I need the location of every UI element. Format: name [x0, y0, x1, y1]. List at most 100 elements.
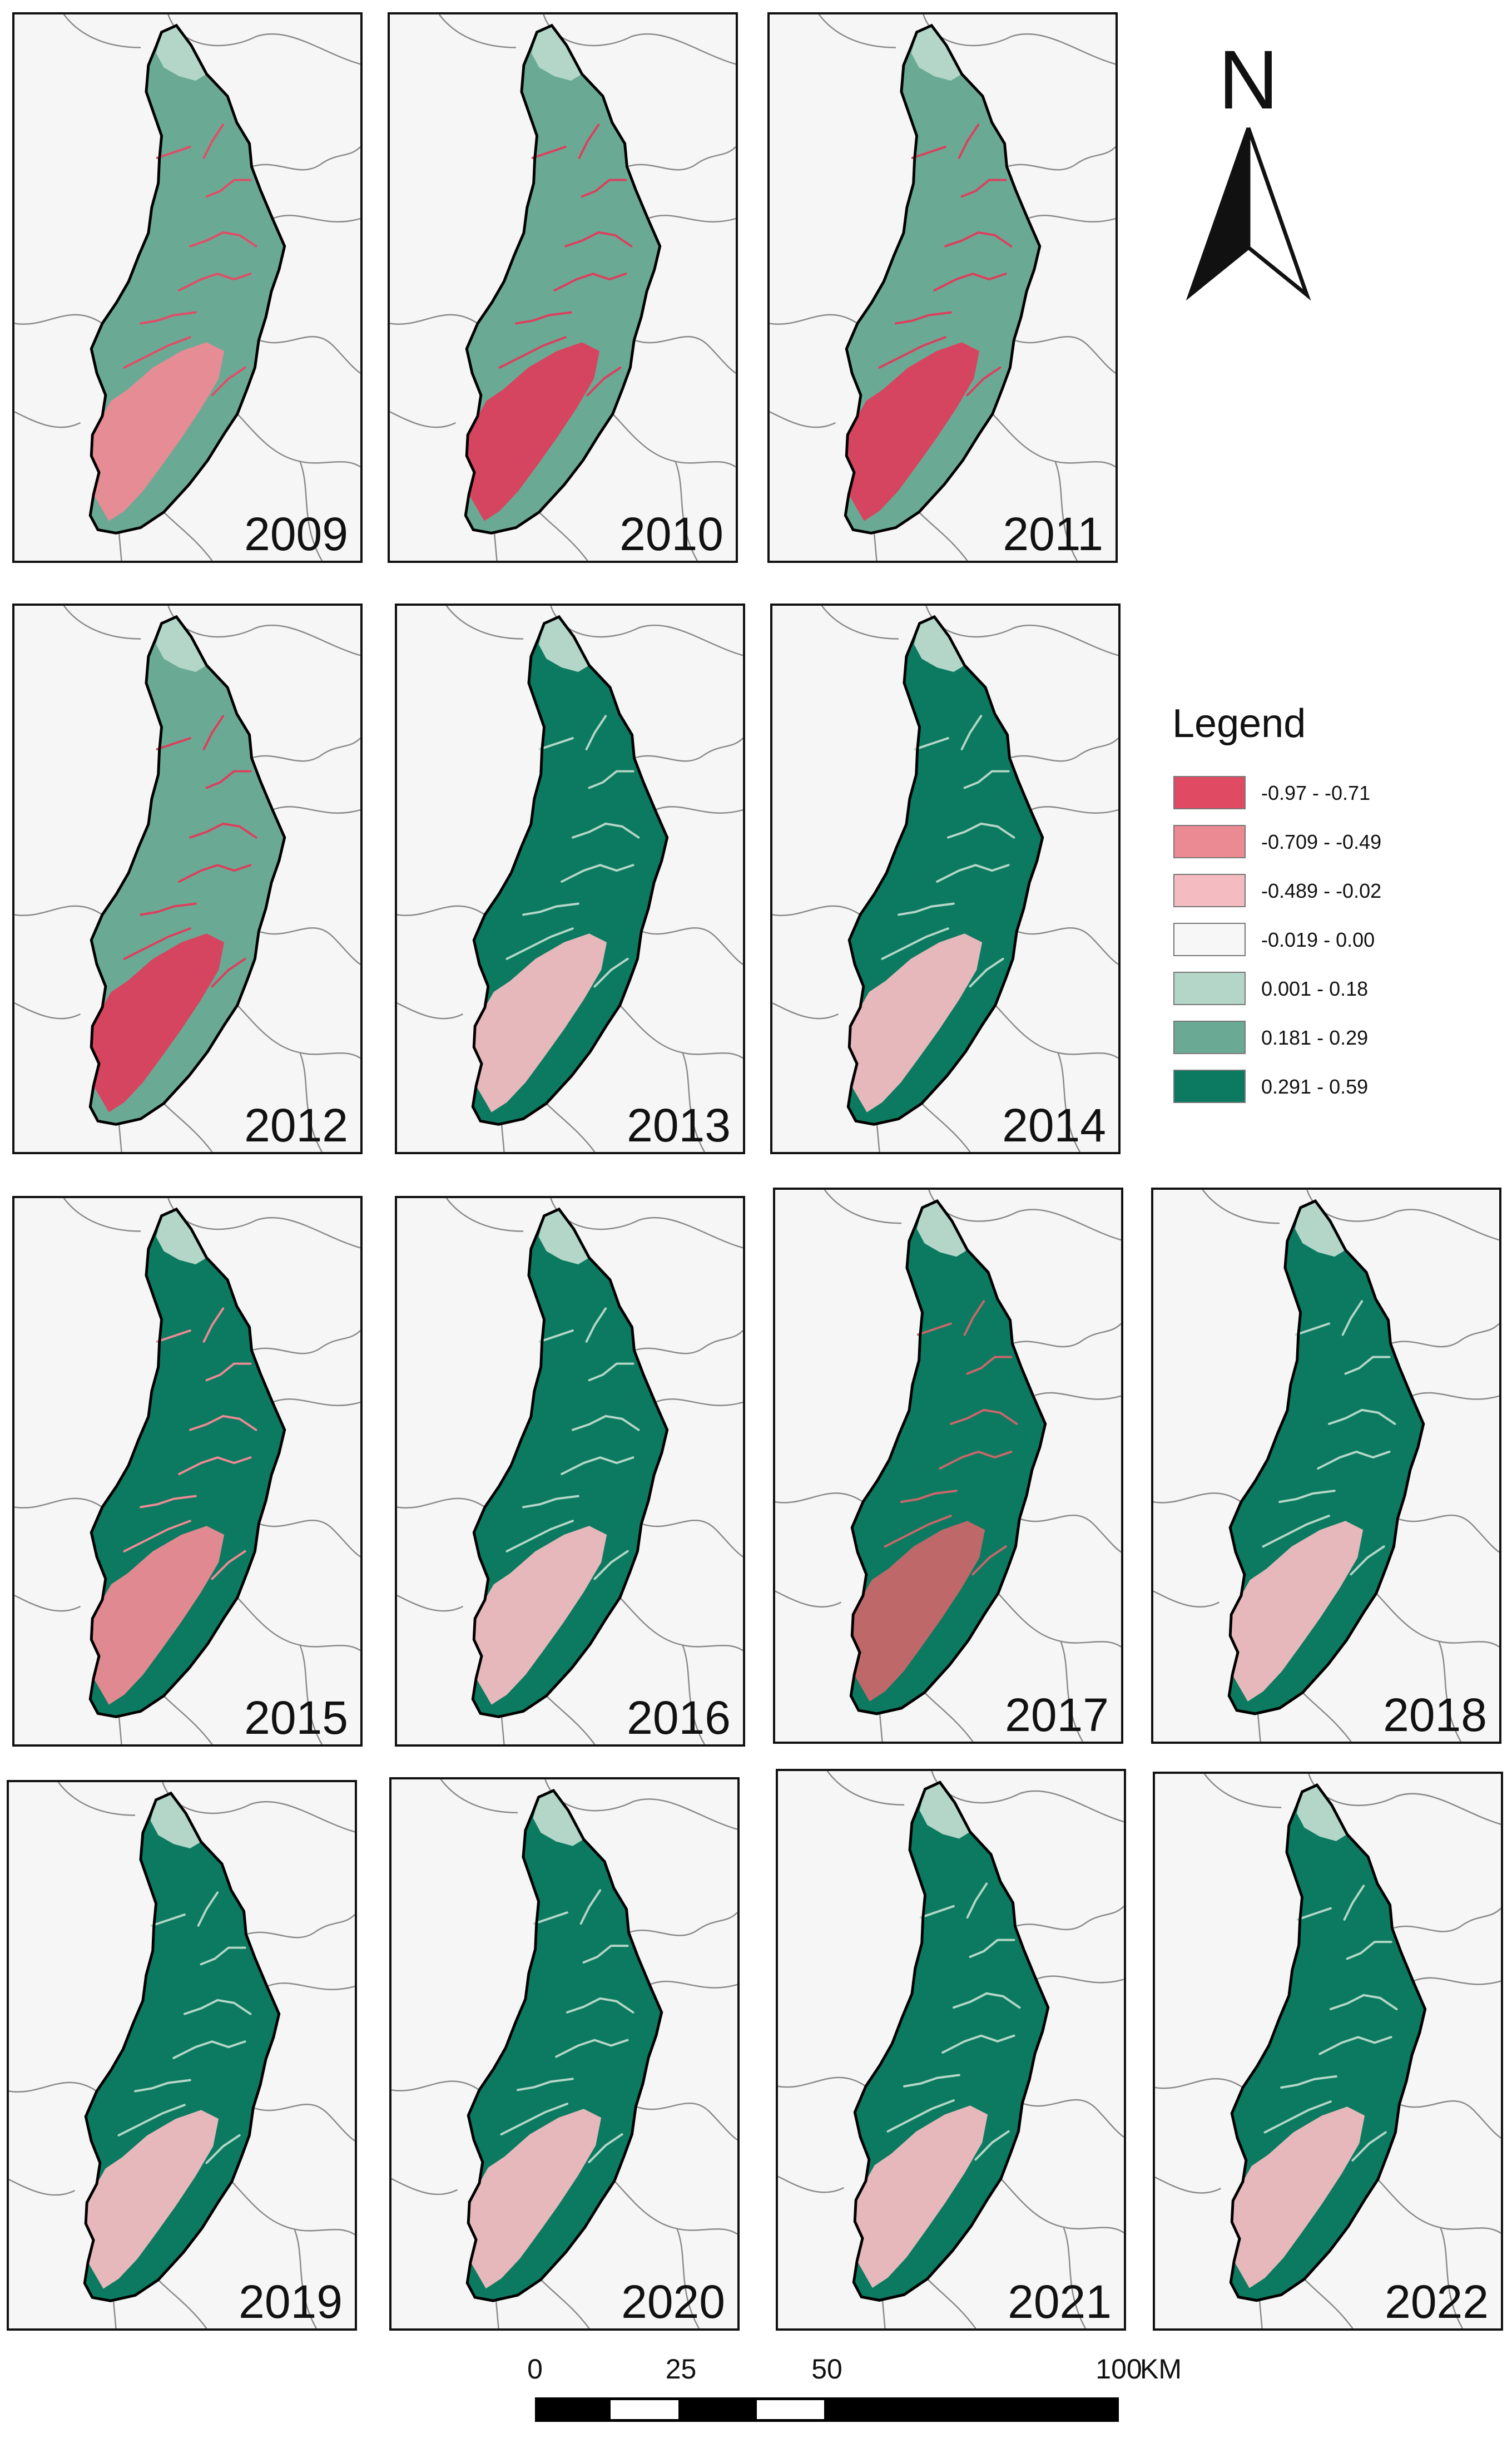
drainage-line [916, 1322, 952, 1336]
admin-boundary [440, 1779, 518, 1814]
northern-tip [150, 1793, 201, 1849]
admin-boundary [251, 146, 360, 171]
admin-boundary [445, 606, 524, 640]
southern-basin [468, 2109, 602, 2289]
admin-boundary [14, 1497, 103, 1509]
year-label: 2022 [1385, 2276, 1489, 2328]
southern-basin [467, 342, 600, 521]
admin-boundary [391, 2080, 480, 2091]
map-panel-2011: 2011 [767, 12, 1118, 563]
admin-boundary [1060, 1641, 1083, 1742]
admin-boundary [157, 2279, 207, 2328]
admin-boundary [390, 314, 478, 325]
drainage-line [178, 1456, 252, 1475]
drainage-line [936, 864, 1010, 883]
drainage-line [517, 2078, 574, 2091]
drainage-line [571, 1415, 640, 1431]
legend-item: -0.489 - -0.02 [1173, 874, 1463, 907]
admin-boundary [9, 2179, 76, 2196]
map-panel-2010: 2010 [388, 12, 738, 563]
admin-boundary [918, 511, 968, 561]
admin-boundary [1203, 1774, 1282, 1808]
map-panel-2013: 2013 [395, 604, 745, 1154]
admin-boundary [1012, 1323, 1121, 1348]
study-area-outline [88, 23, 286, 535]
study-area-outline [465, 1788, 663, 2302]
drainage-line [1262, 1515, 1330, 1548]
admin-boundary [14, 1002, 81, 1020]
legend-label: 0.001 - 0.18 [1261, 977, 1369, 1000]
drainage-line [588, 1362, 634, 1382]
admin-boundary [1016, 927, 1118, 965]
drainage-line [582, 1945, 629, 1964]
drainage-line [202, 1307, 225, 1343]
admin-boundary [258, 1520, 360, 1557]
drainage-line [588, 770, 634, 789]
drainage-line [898, 902, 955, 916]
drainage-line [586, 366, 622, 397]
drainage-line [886, 2099, 955, 2133]
drainage-line [960, 715, 983, 750]
admin-boundary [236, 1005, 360, 1059]
admin-boundary [63, 606, 141, 640]
drainage-line [211, 1550, 246, 1580]
drainage-line [966, 1882, 988, 1919]
admin-boundary [633, 336, 736, 374]
north-label: N [1218, 33, 1278, 126]
drainage-line [538, 737, 574, 750]
map-panel-2022: 2022 [1153, 1772, 1503, 2331]
admin-boundary [397, 905, 485, 916]
admin-boundary [294, 2228, 317, 2328]
ndvi-map-2010 [390, 14, 736, 561]
study-area-outline [471, 1207, 669, 1718]
admin-boundary [1155, 2078, 1243, 2089]
study-area-outline [849, 1199, 1047, 1715]
admin-boundary [628, 1912, 737, 1936]
admin-boundary [675, 461, 698, 561]
admin-boundary [163, 1102, 213, 1152]
legend-item: 0.001 - 0.18 [1173, 972, 1463, 1005]
admin-boundary [1030, 806, 1118, 814]
southern-basin [91, 1526, 225, 1705]
drainage-line [178, 864, 252, 883]
southern-basin [86, 2110, 219, 2289]
admin-boundary [641, 927, 743, 965]
drainage-line [498, 336, 567, 369]
drainage-line [966, 366, 1002, 397]
legend-label: -0.489 - -0.02 [1261, 879, 1382, 902]
drainage-line [919, 1905, 955, 1919]
drainage-line [205, 2134, 241, 2164]
map-panel-2021: 2021 [776, 1769, 1126, 2331]
ndvi-map-2018 [1153, 1190, 1499, 1742]
northern-tip [156, 25, 207, 81]
admin-boundary [778, 2175, 845, 2193]
drainage-line [134, 2079, 191, 2093]
admin-boundary [992, 413, 1116, 468]
year-label: 2019 [239, 2276, 343, 2328]
drainage-line [946, 822, 1015, 839]
admin-boundary [397, 1497, 485, 1509]
southern-basin [852, 1521, 985, 1702]
year-label: 2018 [1383, 1689, 1487, 1741]
legend-label: -0.97 - -0.71 [1261, 782, 1371, 804]
admin-boundary [438, 14, 517, 48]
admin-boundary [118, 1714, 122, 1744]
admin-boundary [1257, 1710, 1261, 1742]
drainage-line [117, 2104, 186, 2137]
year-label: 2009 [244, 508, 348, 560]
drainage-line [1263, 2100, 1332, 2134]
ndvi-map-2012 [14, 606, 360, 1152]
admin-boundary [546, 1102, 596, 1152]
admin-boundary [1390, 1323, 1499, 1348]
northern-tip [531, 25, 582, 81]
northern-tip [533, 1790, 584, 1846]
drainage-line [963, 770, 1010, 789]
scale-bar-segment [753, 2397, 827, 2422]
admin-boundary [627, 146, 736, 171]
legend-item: 0.181 - 0.29 [1173, 1021, 1463, 1054]
admin-boundary [391, 2178, 458, 2195]
admin-boundary [1303, 2278, 1354, 2328]
year-label: 2011 [1003, 508, 1103, 560]
map-panel-2019: 2019 [7, 1780, 357, 2331]
year-label: 2015 [244, 1692, 348, 1744]
